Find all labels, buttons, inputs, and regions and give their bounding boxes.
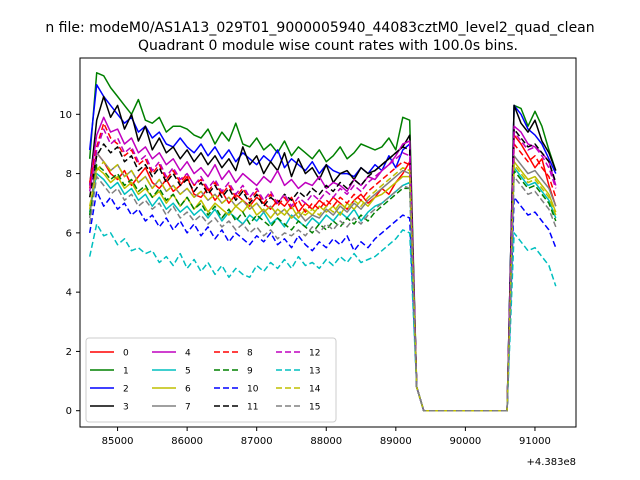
x-tick-label: 86000 (171, 436, 203, 447)
chart-title: Quadrant 0 module wise count rates with … (138, 38, 518, 54)
y-tick-label: 2 (66, 347, 72, 358)
legend-label-0: 0 (123, 349, 129, 359)
y-tick-label: 10 (59, 110, 72, 121)
legend-label-11: 11 (247, 403, 258, 413)
x-tick-label: 88000 (310, 436, 342, 447)
x-tick-label: 91000 (519, 436, 551, 447)
legend-label-7: 7 (185, 403, 191, 413)
x-tick-label: 90000 (449, 436, 481, 447)
legend-label-2: 2 (123, 385, 129, 395)
legend-label-1: 1 (123, 367, 129, 377)
series-line-10 (88, 190, 557, 412)
series-layer (88, 72, 557, 412)
series-line-15 (88, 175, 557, 412)
y-tick-label: 4 (66, 288, 72, 299)
plot-frame (79, 57, 577, 428)
legend-label-6: 6 (185, 385, 191, 395)
legend-label-8: 8 (247, 349, 253, 359)
x-tick-label: 85000 (102, 436, 134, 447)
legend-label-14: 14 (309, 385, 321, 395)
legend-label-12: 12 (309, 349, 320, 359)
y-tick-label: 6 (66, 228, 72, 239)
legend-label-9: 9 (247, 367, 253, 377)
legend-label-3: 3 (123, 403, 129, 413)
x-axis: 85000 86000 87000 88000 89000 90000 91000 (102, 427, 551, 447)
legend-label-4: 4 (185, 349, 191, 359)
x-tick-label: 87000 (241, 436, 273, 447)
legend-box (85, 337, 337, 423)
y-tick-label: 8 (66, 169, 72, 180)
legend-label-13: 13 (309, 367, 320, 377)
y-tick-label: 0 (66, 406, 72, 417)
figure-suptitle: n file: modeM0/AS1A13_029T01_9000005940_… (45, 20, 594, 36)
x-offset-label: +4.383e8 (526, 457, 576, 468)
legend-label-15: 15 (309, 403, 320, 413)
y-axis: 0 2 4 6 8 10 (59, 110, 80, 417)
legend-label-5: 5 (185, 367, 191, 377)
x-tick-label: 89000 (380, 436, 412, 447)
legend-label-10: 10 (247, 385, 259, 395)
